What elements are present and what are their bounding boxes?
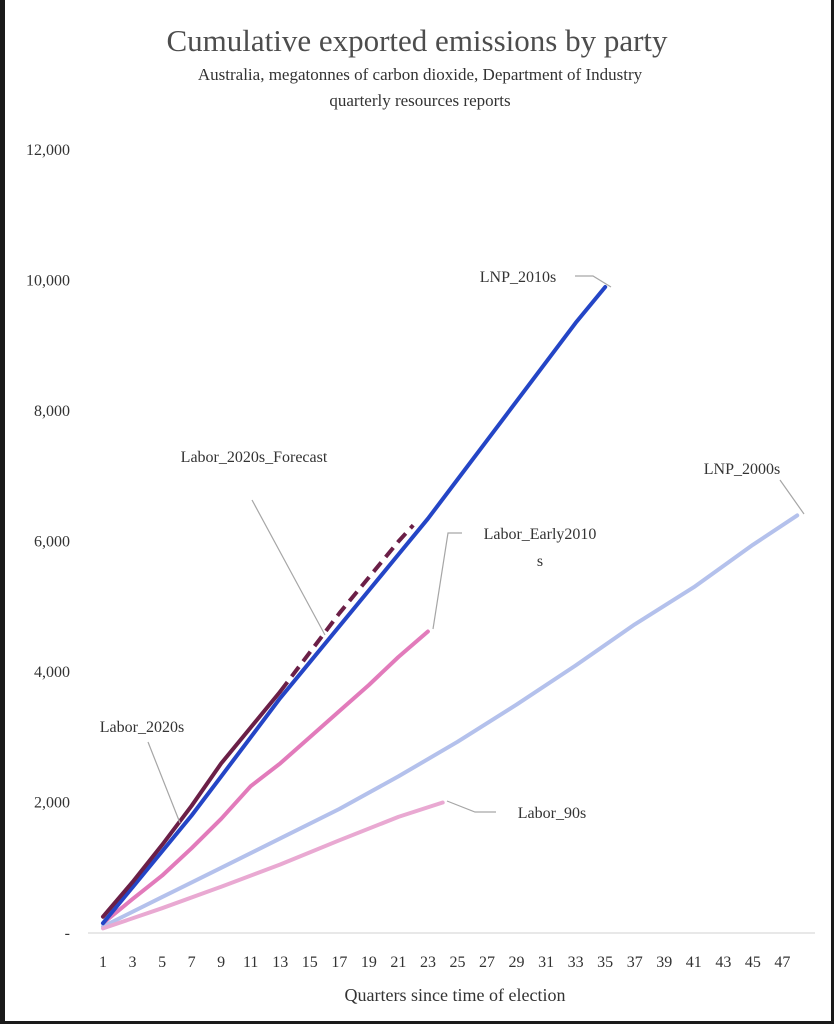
annotation-leader-labor-early2010s — [432, 532, 462, 630]
x-tick-label: 13 — [272, 954, 288, 971]
x-axis: 1 3 5 7 9 11 13 15 17 19 21 23 25 27 29 31 33 35 37 39 41 43 4… — [88, 932, 815, 971]
annotation-leader-labor-2020s — [147, 741, 181, 824]
series-line-labor-2020s-forecast — [278, 523, 415, 693]
chart-title: Cumulative exported emissions by party — [166, 23, 668, 58]
series-label-labor-early2010s: Labor_Early2010 — [484, 526, 597, 543]
x-tick-label: 17 — [331, 954, 347, 971]
x-tick-label: 3 — [129, 954, 137, 971]
x-tick-label: 29 — [509, 954, 525, 971]
x-tick-label: 1 — [99, 954, 107, 971]
x-tick-label: 23 — [420, 954, 436, 971]
x-axis-label: Quarters since time of election — [345, 985, 566, 1005]
y-tick-label: 8,000 — [34, 403, 70, 420]
series-line-lnp-2010s — [101, 285, 608, 926]
y-tick-label: - — [65, 925, 70, 942]
series-line-lnp-2000s — [101, 513, 800, 929]
series-line-labor-early2010s — [101, 629, 430, 926]
x-tick-label: 27 — [479, 954, 495, 971]
x-tick-label: 5 — [158, 954, 166, 971]
chart-subtitle-line-1: Australia, megatonnes of carbon dioxide,… — [198, 65, 643, 84]
chart-subtitle-line-2: quarterly resources reports — [329, 91, 510, 110]
x-tick-label: 43 — [715, 954, 731, 971]
x-tick-label: 41 — [686, 954, 702, 971]
annotation-leader-labor-2020s-forecast — [251, 499, 326, 636]
x-tick-label: 19 — [361, 954, 377, 971]
series-label-lnp-2010s: LNP_2010s — [480, 269, 556, 286]
y-axis: - 2,000 4,000 6,000 8,000 10,000 12,000 — [26, 142, 70, 942]
series-label-labor-2020s: Labor_2020s — [100, 719, 184, 736]
series-label-labor-early2010s: s — [537, 553, 543, 570]
x-tick-label: 35 — [597, 954, 613, 971]
y-tick-label: 4,000 — [34, 664, 70, 681]
y-tick-label: 10,000 — [26, 273, 70, 290]
series-label-lnp-2000s: LNP_2000s — [704, 461, 780, 478]
y-tick-label: 12,000 — [26, 142, 70, 159]
x-tick-label: 45 — [745, 954, 761, 971]
x-tick-label: 7 — [188, 954, 196, 971]
y-tick-label: 2,000 — [34, 795, 70, 812]
x-tick-label: 21 — [390, 954, 406, 971]
x-tick-label: 31 — [538, 954, 554, 971]
x-tick-label: 33 — [568, 954, 584, 971]
annotation-leader-lnp-2000s — [779, 479, 805, 515]
series-line-labor-2020s — [101, 689, 283, 919]
x-tick-label: 39 — [656, 954, 672, 971]
x-tick-label: 25 — [449, 954, 465, 971]
x-tick-label: 11 — [243, 954, 258, 971]
y-tick-label: 6,000 — [34, 534, 70, 551]
x-tick-label: 9 — [217, 954, 225, 971]
annotation-leader-lnp-2010s — [575, 275, 612, 288]
series-line-labor-90s — [101, 800, 445, 931]
x-tick-label: 47 — [774, 954, 790, 971]
series-label-labor-90s: Labor_90s — [518, 805, 586, 822]
x-tick-label: 37 — [627, 954, 643, 971]
series-label-labor-2020s-forecast: Labor_2020s_Forecast — [181, 449, 328, 466]
x-tick-label: 15 — [302, 954, 318, 971]
series-layer — [101, 285, 800, 931]
annotation-leader-labor-90s — [446, 800, 496, 813]
